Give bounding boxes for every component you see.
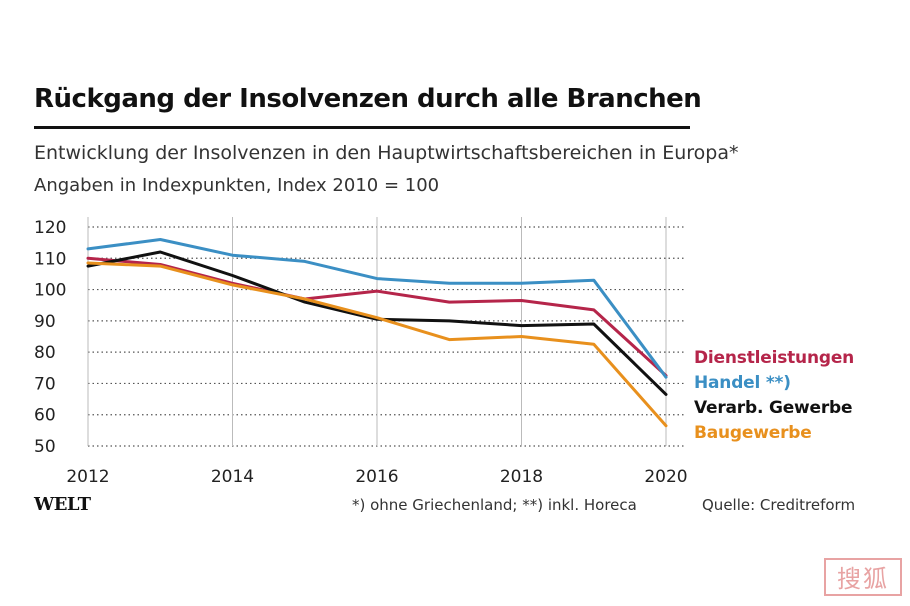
x-tick-label-2020: 2020 [644,467,687,487]
x-tick-label-2016: 2016 [355,467,398,487]
legend-entry-handel: Handel **) [694,373,791,393]
title-underline [34,126,690,129]
y-tick-label-80: 80 [34,343,56,363]
series-line-dienstleistungen [86,256,668,378]
watermark-stamp: 搜狐 [824,558,902,596]
x-tick-label-2014: 2014 [211,467,254,487]
chart-title: Rückgang der Insolvenzen durch alle Bran… [34,84,702,114]
series-line-handel [86,238,668,379]
y-tick-label-60: 60 [34,406,56,426]
x-tick-label-2018: 2018 [500,467,543,487]
y-tick-label-90: 90 [34,312,56,332]
unit-note: Angaben in Indexpunkten, Index 2010 = 10… [34,175,440,196]
source-note: Quelle: Creditreform [702,496,856,514]
y-tick-label-110: 110 [34,249,66,269]
legend-entry-verarb-gewerbe: Verarb. Gewerbe [694,398,853,418]
footnote: *) ohne Griechenland; **) inkl. Horeca [352,496,637,514]
y-tick-label-100: 100 [34,281,66,301]
legend: Dienstleistungen Handel **) Verarb. Gewe… [694,346,854,446]
legend-entry-dienstleistungen: Dienstleistungen [694,348,855,368]
x-tick-label-2012: 2012 [66,467,109,487]
y-tick-label-120: 120 [34,218,66,238]
series-line-baugewerbe [86,261,668,428]
y-tick-label-50: 50 [34,437,56,457]
y-tick-label-70: 70 [34,374,56,394]
chart-subtitle: Entwicklung der Insolvenzen in den Haupt… [34,142,739,164]
welt-logo: WELT [34,494,91,515]
series-line-verarb-gewerbe [86,250,668,396]
legend-entry-baugewerbe: Baugewerbe [694,423,812,443]
